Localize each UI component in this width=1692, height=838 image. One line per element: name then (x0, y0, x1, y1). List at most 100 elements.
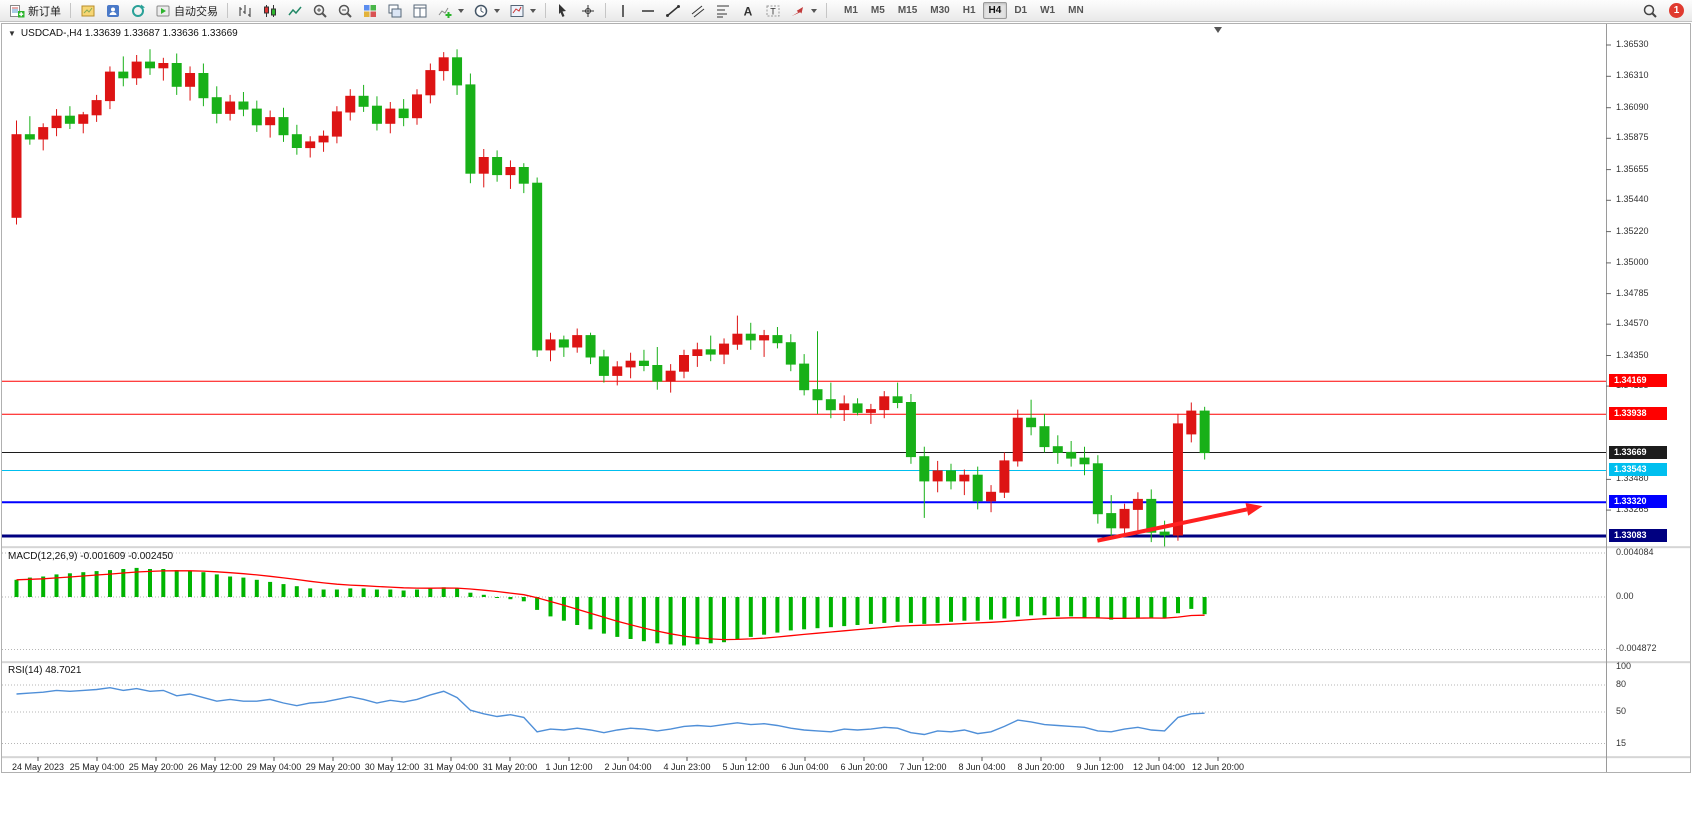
time-axis-label: 25 May 20:00 (129, 762, 184, 772)
timeframe-button-H4[interactable]: H4 (982, 2, 1008, 19)
time-axis-label: 24 May 2023 (12, 762, 64, 772)
tile-icon (364, 4, 376, 17)
chart-window[interactable]: 24 May 2023 25 May 04:00 25 May 20:00 26 Ma… (1, 23, 1691, 773)
time-axis-label: 2 Jun 04:00 (604, 762, 651, 772)
chart-title: ▼ USDCAD-,H4 1.33639 1.33687 1.33636 1.3… (8, 28, 238, 39)
search-button[interactable] (1638, 1, 1662, 21)
dropdown-caret-icon[interactable] (530, 8, 536, 13)
autotrading-button-label: 自动交易 (174, 5, 218, 18)
price-badge: 1.34169 (1609, 374, 1667, 387)
horizontal-lines[interactable] (2, 380, 1606, 538)
time-axis-label: 29 May 04:00 (247, 762, 302, 772)
zoom-out-button[interactable] (333, 1, 357, 21)
chart-shift-marker[interactable] (1214, 27, 1222, 33)
autotrading-button[interactable]: 自动交易 (151, 1, 222, 21)
time-axis-label: 29 May 20:00 (306, 762, 361, 772)
time-axis-label: 12 Jun 20:00 (1192, 762, 1244, 772)
tile-windows-button[interactable] (358, 1, 382, 21)
price-axis-label: 1.34350 (1616, 350, 1649, 360)
timeframe-button-M15[interactable]: M15 (897, 5, 918, 16)
notification-badge[interactable]: 1 (1669, 3, 1684, 18)
price-axis-label: 1.33480 (1616, 473, 1649, 483)
arrows-icon (792, 6, 803, 16)
price-badge: 1.33669 (1609, 446, 1667, 459)
time-axis[interactable]: 24 May 2023 25 May 04:00 25 May 20:00 26 Ma… (12, 757, 1244, 772)
price-axis-label: 1.35000 (1616, 257, 1649, 267)
price-axis-label: 1.35875 (1616, 132, 1649, 142)
dropdown-caret-icon[interactable] (494, 8, 500, 13)
timeframe-button-MN[interactable]: MN (1068, 5, 1084, 16)
price-axis-label: 1.36530 (1616, 39, 1649, 49)
time-axis-label: 5 Jun 12:00 (722, 762, 769, 772)
fibo-icon (717, 5, 729, 17)
line-chart-button[interactable] (283, 1, 307, 21)
text-label-button[interactable]: T (761, 1, 785, 21)
data-window-button[interactable] (408, 1, 432, 21)
timeframe-button-M1[interactable]: M1 (844, 5, 858, 16)
channel-button[interactable] (686, 1, 710, 21)
chart-title-text: USDCAD-,H4 1.33639 1.33687 1.33636 1.336… (20, 28, 238, 39)
rsi-axis-label: 80 (1616, 679, 1627, 689)
template-icon (510, 4, 524, 17)
charts-button[interactable] (76, 1, 100, 21)
cascade-windows-button[interactable] (383, 1, 407, 21)
hline-icon (642, 9, 654, 12)
collapse-arrow-icon[interactable]: ▼ (8, 29, 16, 38)
rsi-axis-label: 100 (1616, 661, 1632, 671)
timeframe-button-M5[interactable]: M5 (870, 5, 885, 16)
refresh-button[interactable] (126, 1, 150, 21)
fibonacci-button[interactable] (711, 1, 735, 21)
time-axis-label: 8 Jun 04:00 (958, 762, 1005, 772)
time-axis-label: 12 Jun 04:00 (1133, 762, 1185, 772)
profiles-button[interactable] (101, 1, 125, 21)
new-order-icon (10, 4, 25, 17)
trend-icon (666, 4, 680, 17)
price-axis-label: 1.36310 (1616, 70, 1649, 80)
vertical-line-button[interactable] (611, 1, 635, 21)
macd-axis-label: -0.004872 (1616, 643, 1657, 653)
svg-text:T: T (770, 6, 776, 16)
arrows-button[interactable] (786, 1, 821, 21)
crosshair-button[interactable] (576, 1, 600, 21)
zoom-in-button[interactable] (308, 1, 332, 21)
timeframe-button-W1[interactable]: W1 (1040, 5, 1056, 16)
toolbar: 新订单 自动交易 A T M1 M5 M15 M30 H1 H4 D1 W1 MN 1 (0, 0, 1692, 22)
toolbar-separator (227, 3, 228, 18)
toolbar-separator (826, 3, 827, 18)
trend-arrow-annotation[interactable] (1096, 503, 1263, 543)
time-axis-label: 30 May 12:00 (365, 762, 420, 772)
bar-chart-button[interactable] (233, 1, 257, 21)
dropdown-caret-icon[interactable] (811, 8, 817, 13)
indicators-button[interactable] (433, 1, 468, 21)
candlestick-chart-button[interactable] (258, 1, 282, 21)
price-badge: 1.33083 (1609, 529, 1667, 542)
chart-canvas[interactable]: 24 May 2023 25 May 04:00 25 May 20:00 26 Ma… (2, 24, 1690, 772)
timeframe-button-D1[interactable]: D1 (1014, 5, 1028, 16)
time-axis-label: 7 Jun 12:00 (899, 762, 946, 772)
zoom-in-icon (313, 4, 327, 18)
macd-signal-line (16, 570, 1205, 641)
cursor-button[interactable] (551, 1, 575, 21)
datawin-icon (413, 4, 427, 17)
timeframe-button-H1[interactable]: H1 (962, 5, 976, 16)
dropdown-caret-icon[interactable] (458, 8, 464, 13)
periods-button[interactable] (469, 1, 504, 21)
time-axis-label: 8 Jun 20:00 (1017, 762, 1064, 772)
price-axis-label: 1.34785 (1616, 288, 1649, 298)
price-axis-label: 1.33265 (1616, 504, 1649, 514)
svg-text:A: A (744, 4, 753, 18)
search-icon (1643, 4, 1657, 18)
price-axis[interactable]: 1.36530 1.36310 1.36090 1.35875 1.35655 1.354… (1608, 24, 1690, 772)
templates-button[interactable] (505, 1, 540, 21)
autotrading-icon (156, 5, 170, 16)
price-axis-label: 1.35440 (1616, 194, 1649, 204)
rsi-axis-label: 50 (1616, 706, 1627, 716)
timeframe-button-M30[interactable]: M30 (930, 5, 950, 16)
toolbar-separator (70, 3, 71, 18)
time-axis-label: 31 May 20:00 (483, 762, 538, 772)
text-button[interactable]: A (736, 1, 760, 21)
horizontal-line-button[interactable] (636, 1, 660, 21)
trendline-button[interactable] (661, 1, 685, 21)
new-order-button[interactable]: 新订单 (5, 1, 65, 21)
linechart-icon (288, 6, 302, 15)
